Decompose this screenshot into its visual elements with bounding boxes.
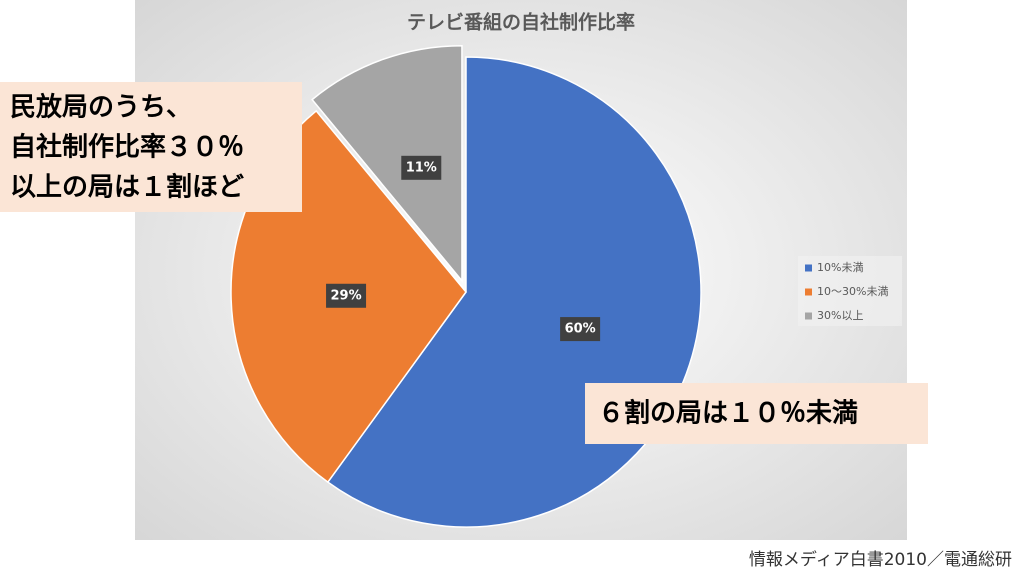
legend-swatch — [805, 312, 812, 320]
data-label-box — [401, 155, 442, 180]
chart-title: テレビ番組の自社制作比率 — [407, 11, 635, 34]
callout-text: 民放局のうち、 — [10, 92, 192, 123]
data-label: 11% — [406, 160, 437, 175]
legend: 10%未満 10〜30%未満 30%以上 — [798, 256, 902, 326]
legend-label: 30%以上 — [817, 309, 863, 322]
callout-box — [0, 82, 302, 212]
data-label: 29% — [330, 288, 361, 303]
data-label-box — [326, 283, 367, 308]
callout-text: 自社制作比率３０％ — [10, 132, 244, 163]
pie-slice — [311, 44, 463, 283]
legend-label: 10〜30%未満 — [817, 285, 888, 298]
legend-swatch — [805, 288, 812, 296]
legend-label: 10%未満 — [817, 261, 863, 274]
callout: ６割の局は１０％未満 — [598, 398, 858, 429]
legend-swatch — [805, 264, 812, 272]
legend-box — [798, 256, 902, 326]
callout-text: 以上の局は１割ほど — [10, 172, 244, 203]
source: 情報メディア白書2010／電通総研 — [749, 549, 1012, 570]
data-label: 60% — [565, 322, 596, 337]
callout-box — [585, 383, 928, 444]
callout-text: ６割の局は１０％未満 — [598, 398, 858, 429]
callout: 民放局のうち、自社制作比率３０％ 以上の局は１割ほど — [10, 92, 244, 203]
data-label-box — [560, 317, 601, 342]
